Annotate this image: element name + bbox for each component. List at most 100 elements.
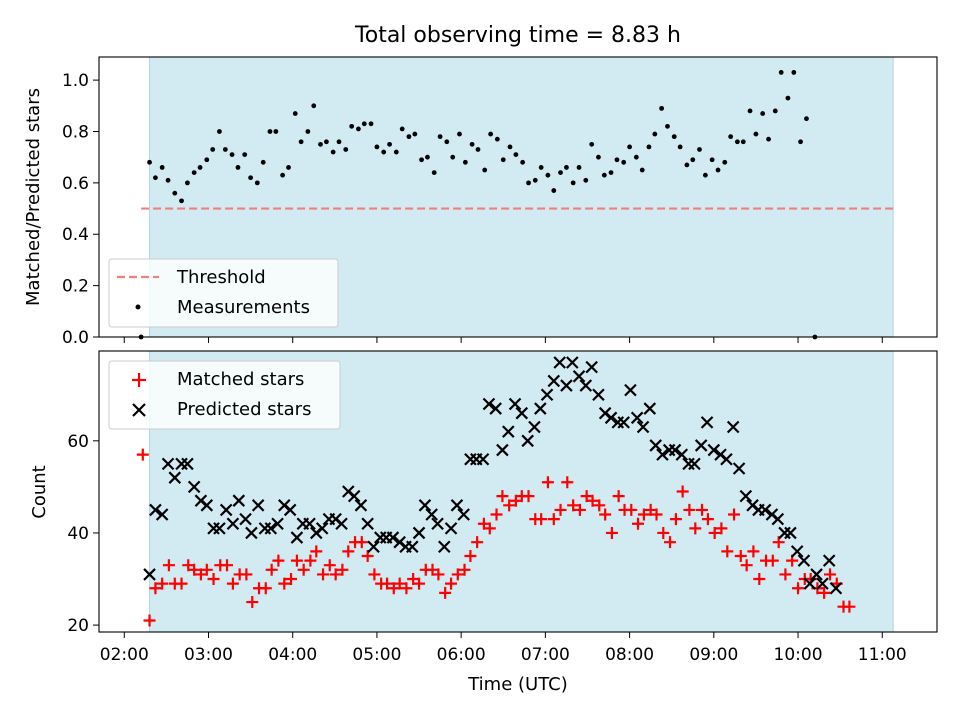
measurement-point — [330, 149, 336, 155]
bottom-y-axis-label: Count — [29, 465, 50, 518]
measurement-point — [343, 147, 349, 152]
predicted-star-marker — [155, 508, 169, 521]
predicted-star-marker — [726, 420, 740, 434]
measurement-point — [273, 129, 279, 134]
measurement-point — [697, 147, 702, 152]
predicted-star-marker — [187, 480, 201, 494]
bottom-y-axis-ticks: 20 40 60 — [67, 432, 99, 636]
predicted-star-marker — [790, 545, 804, 558]
predicted-star-marker — [200, 499, 214, 512]
matched-star-marker — [753, 573, 766, 586]
measurement-point — [305, 129, 311, 134]
measurement-point — [526, 180, 531, 186]
measurement-point — [494, 136, 500, 142]
measurement-point — [507, 144, 513, 150]
measurement-point — [798, 139, 803, 145]
bottom-legend-box — [108, 360, 341, 430]
matched-star-marker — [701, 513, 714, 526]
measurement-point — [639, 167, 645, 173]
predicted-star-marker — [707, 443, 721, 457]
bottom-x-tick-label: 11:00 — [858, 645, 907, 665]
matched-star-marker — [361, 549, 374, 562]
predicted-star-marker — [367, 540, 380, 554]
measurement-point — [217, 129, 222, 134]
top-measurement-points — [138, 70, 818, 340]
measurement-point — [690, 157, 696, 163]
matched-star-marker — [342, 545, 355, 558]
matched-star-marker — [259, 582, 272, 595]
matched-star-marker — [541, 476, 554, 489]
top-y-tick-label: 0.8 — [62, 122, 89, 142]
predicted-star-marker — [732, 462, 746, 475]
measurement-point — [760, 111, 766, 116]
top-y-tick-label: 0.0 — [62, 328, 89, 348]
measurement-point — [260, 159, 266, 165]
predicted-star-marker — [758, 503, 772, 517]
measurement-point — [772, 108, 778, 114]
measurement-point — [513, 152, 519, 158]
predicted-star-marker — [283, 503, 297, 517]
top-y-tick-label: 0.4 — [62, 225, 89, 245]
measurement-point — [652, 131, 658, 137]
bottom-x-tick-label: 08:00 — [605, 645, 654, 665]
measurement-point — [614, 157, 620, 163]
predicted-star-marker — [816, 577, 829, 590]
measurement-point — [311, 103, 317, 109]
matched-star-marker — [747, 545, 760, 558]
matched-star-marker — [162, 559, 175, 572]
top-legend: Threshold Measurements — [108, 258, 339, 328]
matched-star-marker — [400, 582, 413, 595]
measurement-point — [778, 70, 784, 75]
predicted-star-marker — [508, 397, 522, 411]
measurement-point — [665, 123, 670, 129]
measurement-point — [419, 157, 424, 163]
predicted-star-marker — [226, 517, 240, 531]
matched-star-marker — [240, 568, 253, 581]
predicted-star-marker — [579, 379, 593, 392]
measurement-point — [475, 147, 481, 152]
measurement-point — [406, 134, 412, 140]
matched-star-marker — [637, 508, 650, 521]
matched-stars-legend-swatch — [132, 373, 146, 387]
bottom-x-tick-label: 09:00 — [689, 645, 738, 665]
predicted-star-marker — [624, 383, 637, 397]
matched-star-marker — [445, 577, 458, 590]
predicted-star-marker — [617, 416, 630, 429]
predicted-star-marker — [239, 512, 252, 526]
predicted-star-marker — [290, 531, 304, 544]
measurement-point — [558, 170, 563, 175]
matched-star-marker — [715, 522, 728, 535]
matched-star-marker — [221, 559, 234, 572]
measurement-point — [576, 165, 582, 170]
measurement-point — [399, 126, 405, 132]
measurement-point — [469, 141, 475, 147]
measurement-point — [677, 144, 683, 150]
matched-star-marker — [496, 490, 509, 503]
matched-star-marker — [593, 499, 606, 512]
matched-star-marker — [740, 559, 753, 572]
measurement-point — [159, 165, 165, 170]
measurement-point — [292, 111, 298, 116]
matched-star-marker — [458, 563, 471, 576]
measurement-point — [185, 180, 190, 186]
matched-star-marker — [246, 596, 259, 609]
matched-star-marker — [573, 503, 586, 516]
matched-star-marker — [200, 563, 213, 576]
predicted-star-marker — [245, 526, 258, 540]
predicted-star-marker — [418, 499, 432, 512]
measurement-point — [361, 121, 367, 127]
bottom-x-axis-ticks: 02:00 03:00 04:00 05:00 06:00 07:00 08:00 09:00… — [100, 632, 907, 665]
measurement-point — [589, 141, 595, 147]
matched-star-marker — [381, 577, 394, 590]
matched-star-marker — [490, 508, 503, 521]
top-panel: Total observing time = 8.83 h 0.00.20.40… — [23, 23, 938, 348]
measurement-point — [393, 149, 399, 155]
matched-star-marker — [818, 586, 831, 599]
matched-star-marker — [265, 563, 278, 576]
measurement-point — [457, 131, 462, 137]
threshold-legend-label: Threshold — [176, 267, 266, 288]
matched-star-marker — [432, 568, 445, 581]
top-plot-frame — [98, 56, 938, 338]
measurement-point — [596, 154, 601, 160]
